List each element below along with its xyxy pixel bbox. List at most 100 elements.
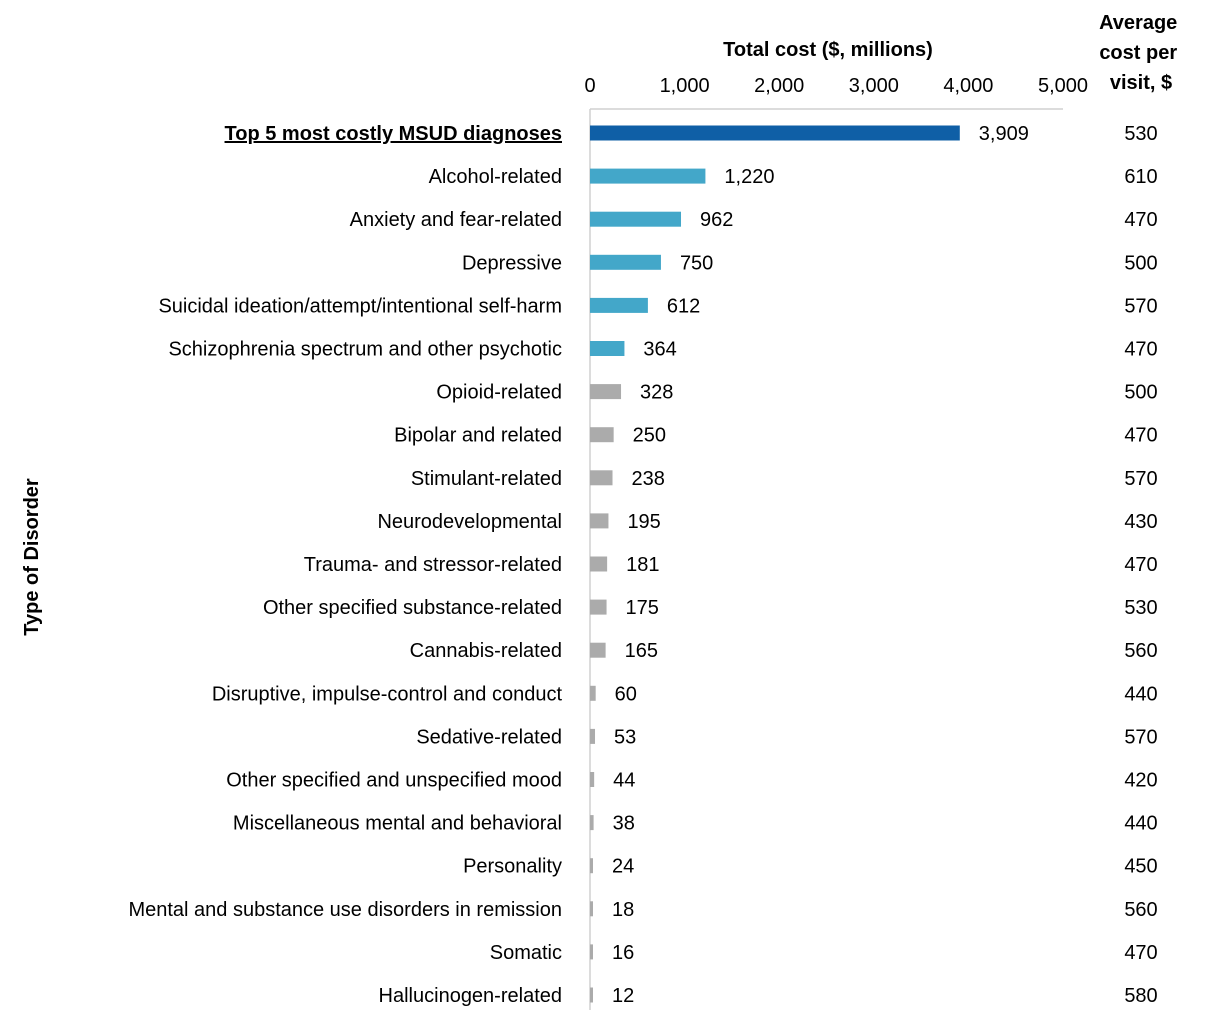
avg-cost-value: 560 <box>1124 640 1157 662</box>
chart-row: Opioid-related 328 500 <box>436 382 1157 404</box>
chart-row: Personality 24 450 <box>463 856 1158 878</box>
category-label: Anxiety and fear-related <box>350 209 562 231</box>
x-tick-label: 5,000 <box>1038 75 1088 97</box>
category-label: Opioid-related <box>436 382 562 404</box>
bar <box>590 599 607 615</box>
chart-row: Suicidal ideation/attempt/intentional se… <box>158 295 1157 317</box>
avg-cost-value: 500 <box>1124 382 1157 404</box>
chart-row: Other specified and unspecified mood 44 42… <box>226 770 1157 792</box>
value-label: 250 <box>633 425 666 447</box>
category-label: Mental and substance use disorders in re… <box>128 899 562 921</box>
x-axis-ticks: 0 1,000 2,000 3,000 4,000 5,000 <box>584 75 1088 97</box>
value-label: 60 <box>615 683 637 705</box>
chart-row: Sedative-related 53 570 <box>416 726 1157 748</box>
avg-cost-value: 610 <box>1124 166 1157 188</box>
value-label: 3,909 <box>979 123 1029 145</box>
chart-row: Depressive 750 500 <box>462 252 1158 274</box>
avg-cost-value: 440 <box>1124 683 1157 705</box>
category-label: Other specified substance-related <box>263 597 562 619</box>
chart-row: Neurodevelopmental 195 430 <box>377 511 1157 533</box>
value-label: 175 <box>626 597 659 619</box>
bar <box>590 944 593 960</box>
chart-row: Anxiety and fear-related 962 470 <box>350 209 1158 231</box>
avg-cost-value: 470 <box>1124 209 1157 231</box>
value-label: 38 <box>613 813 635 835</box>
value-label: 195 <box>627 511 660 533</box>
category-label: Disruptive, impulse-control and conduct <box>212 683 563 705</box>
category-label: Somatic <box>490 942 562 964</box>
chart-row: Schizophrenia spectrum and other psychot… <box>168 339 1157 361</box>
category-label: Miscellaneous mental and behavioral <box>233 813 562 835</box>
chart-row: Cannabis-related 165 560 <box>410 640 1158 662</box>
x-tick-label: 4,000 <box>943 75 993 97</box>
value-label: 165 <box>625 640 658 662</box>
value-label: 44 <box>613 770 635 792</box>
category-label: Personality <box>463 856 562 878</box>
chart-row: Somatic 16 470 <box>490 942 1158 964</box>
avg-cost-value: 570 <box>1124 726 1157 748</box>
value-label: 238 <box>632 468 665 490</box>
chart-row: Top 5 most costly MSUD diagnoses 3,909 530 <box>225 123 1158 145</box>
bar <box>590 728 596 744</box>
chart-rows: Top 5 most costly MSUD diagnoses 3,909 530… <box>128 123 1157 1007</box>
chart-row: Other specified substance-related 175 530 <box>263 597 1158 619</box>
chart-row: Trauma- and stressor-related 181 470 <box>304 554 1158 576</box>
bar <box>590 125 960 141</box>
value-label: 364 <box>643 339 676 361</box>
chart-row: Alcohol-related 1,220 610 <box>429 166 1158 188</box>
bar <box>590 685 596 701</box>
avg-cost-value: 470 <box>1124 339 1157 361</box>
category-label: Schizophrenia spectrum and other psychot… <box>168 339 562 361</box>
y-axis-title: Type of Disorder <box>21 478 43 636</box>
category-label: Alcohol-related <box>429 166 562 188</box>
avg-cost-value: 470 <box>1124 554 1157 576</box>
value-label: 24 <box>612 856 634 878</box>
value-label: 962 <box>700 209 733 231</box>
bar <box>590 772 595 787</box>
chart-row: Miscellaneous mental and behavioral 38 440 <box>233 813 1158 835</box>
value-label: 750 <box>680 252 713 274</box>
chart-row: Disruptive, impulse-control and conduct 6… <box>212 683 1158 705</box>
bar <box>590 513 609 529</box>
chart-row: Mental and substance use disorders in re… <box>128 899 1157 921</box>
category-label: Trauma- and stressor-related <box>304 554 562 576</box>
bar <box>590 297 648 313</box>
bar <box>590 901 593 917</box>
bar <box>590 987 593 1003</box>
value-label: 612 <box>667 295 700 317</box>
value-label: 16 <box>612 942 634 964</box>
category-label: Other specified and unspecified mood <box>226 770 562 792</box>
bar <box>590 642 606 658</box>
avg-cost-value: 440 <box>1124 813 1157 835</box>
avg-cost-value: 420 <box>1124 770 1157 792</box>
chart-row: Hallucinogen-related 12 580 <box>379 985 1158 1007</box>
bar <box>590 211 682 227</box>
category-label: Suicidal ideation/attempt/intentional se… <box>158 295 562 317</box>
bar <box>590 168 706 184</box>
x-tick-label: 0 <box>584 75 595 97</box>
value-label: 1,220 <box>724 166 774 188</box>
bar <box>590 556 608 572</box>
value-label: 53 <box>614 726 636 748</box>
bar <box>590 815 594 831</box>
category-label: Stimulant-related <box>411 468 562 490</box>
avg-cost-value: 450 <box>1124 856 1157 878</box>
avg-cost-value: 500 <box>1124 252 1157 274</box>
bar <box>590 341 625 356</box>
chart-row: Bipolar and related 250 470 <box>394 425 1158 447</box>
chart-row: Stimulant-related 238 570 <box>411 468 1158 490</box>
bar <box>590 470 613 486</box>
avg-cost-value: 530 <box>1124 123 1157 145</box>
bar <box>590 427 614 443</box>
avg-cost-header: Average cost per visit, $ <box>1099 12 1183 94</box>
value-label: 12 <box>612 985 634 1007</box>
value-label: 328 <box>640 382 673 404</box>
avg-cost-value: 570 <box>1124 295 1157 317</box>
avg-cost-value: 430 <box>1124 511 1157 533</box>
avg-cost-header-line-1: Average <box>1099 12 1177 34</box>
bar <box>590 254 661 270</box>
category-label: Cannabis-related <box>410 640 562 662</box>
x-axis-title: Total cost ($, millions) <box>723 39 933 61</box>
value-label: 18 <box>612 899 634 921</box>
